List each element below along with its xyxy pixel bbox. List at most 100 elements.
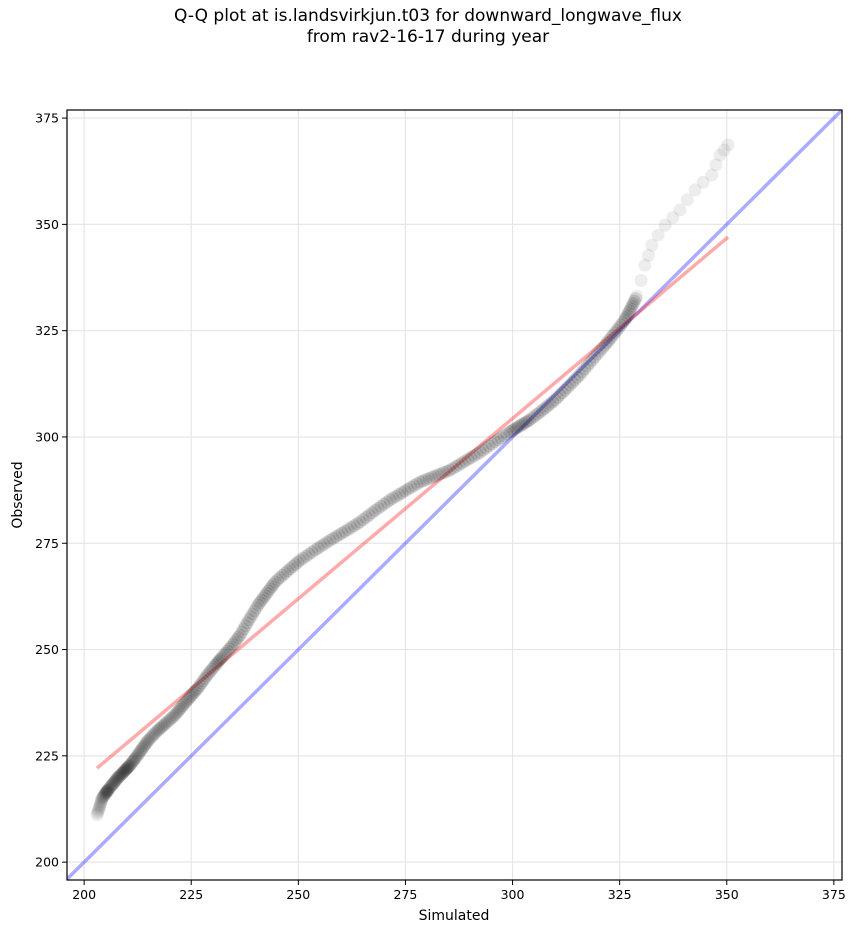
x-tick-label: 275	[394, 887, 418, 902]
qq-point	[174, 701, 188, 715]
chart-title-line-1: Q-Q plot at is.landsvirkjun.t03 for down…	[174, 6, 682, 26]
qq-point	[99, 786, 113, 800]
regression-line	[95, 235, 730, 770]
qq-point	[140, 735, 154, 749]
y-axis-label: Observed	[10, 461, 26, 528]
x-tick-label: 200	[72, 887, 96, 902]
qq-point	[104, 779, 118, 793]
qq-point	[231, 630, 245, 644]
qq-point	[494, 431, 508, 445]
qq-point	[152, 723, 166, 737]
qq-point	[624, 302, 638, 316]
qq-point	[168, 708, 182, 722]
qq-point	[183, 690, 197, 704]
qq-point	[458, 454, 472, 468]
qq-point	[208, 658, 222, 672]
qq-point	[673, 203, 687, 217]
qq-point	[92, 801, 106, 815]
qq-point	[578, 362, 592, 376]
qq-point	[392, 488, 406, 502]
qq-point	[127, 752, 141, 766]
qq-point	[273, 571, 287, 585]
qq-point	[371, 501, 385, 515]
qq-point	[563, 378, 577, 392]
qq-point	[618, 313, 632, 327]
y-tick-label: 325	[35, 323, 59, 338]
qq-point	[135, 742, 149, 756]
qq-point	[419, 473, 433, 487]
qq-point	[568, 373, 582, 387]
qq-point	[517, 417, 531, 431]
qq-point	[201, 667, 215, 681]
qq-point	[425, 470, 439, 484]
qq-point	[440, 464, 454, 478]
qq-point	[116, 765, 130, 779]
qq-point	[464, 451, 478, 465]
qq-point	[473, 445, 487, 459]
qq-point	[120, 762, 134, 776]
y-axis-ticks: 200 225 250 275 300 325 350 375	[35, 111, 67, 870]
qq-point	[570, 370, 584, 384]
qq-point	[109, 773, 123, 787]
qq-point	[347, 519, 361, 533]
qq-point	[238, 619, 252, 633]
qq-point	[130, 749, 144, 763]
qq-point	[176, 699, 190, 713]
qq-point	[634, 273, 648, 287]
qq-point	[141, 733, 155, 747]
qq-point	[350, 517, 364, 531]
qq-point	[99, 786, 113, 800]
qq-point	[91, 806, 105, 820]
qq-point	[709, 158, 723, 172]
qq-point	[428, 469, 442, 483]
qq-point	[470, 447, 484, 461]
qq-point	[356, 513, 370, 527]
qq-point	[326, 531, 340, 545]
qq-point	[500, 427, 514, 441]
qq-point	[641, 248, 655, 262]
qq-point	[606, 328, 620, 342]
qq-point	[224, 640, 238, 654]
qq-point	[407, 479, 421, 493]
qq-point	[332, 528, 346, 542]
qq-point	[541, 399, 555, 413]
qq-point	[260, 586, 274, 600]
qq-point	[171, 704, 185, 718]
x-tick-label: 325	[608, 887, 632, 902]
qq-point	[95, 791, 109, 805]
qq-point	[329, 530, 343, 544]
qq-point	[233, 628, 247, 642]
qq-point	[543, 397, 557, 411]
qq-point	[253, 596, 267, 610]
qq-point	[271, 573, 285, 587]
qq-point	[530, 407, 544, 421]
qq-point	[314, 539, 328, 553]
qq-point	[449, 460, 463, 474]
qq-point	[575, 365, 589, 379]
qq-point	[600, 336, 614, 350]
x-tick-label: 350	[715, 887, 739, 902]
qq-point	[203, 665, 217, 679]
qq-point	[680, 193, 694, 207]
chart-title-line-2: from rav2-16-17 during year	[306, 27, 550, 47]
qq-point	[95, 793, 109, 807]
qq-point	[368, 504, 382, 518]
qq-point	[479, 441, 493, 455]
qq-point	[565, 376, 579, 390]
qq-point	[265, 580, 279, 594]
qq-point	[311, 541, 325, 555]
qq-point	[623, 304, 637, 318]
qq-point	[283, 562, 297, 576]
qq-point	[162, 713, 176, 727]
qq-point	[105, 778, 119, 792]
qq-point	[619, 311, 633, 325]
qq-point	[249, 601, 263, 615]
qq-point	[96, 790, 110, 804]
qq-point	[94, 796, 108, 810]
qq-point	[621, 306, 635, 320]
qq-point	[139, 737, 153, 751]
qq-point	[136, 740, 150, 754]
qq-point	[115, 767, 129, 781]
qq-point	[90, 808, 104, 822]
qq-point	[145, 730, 159, 744]
